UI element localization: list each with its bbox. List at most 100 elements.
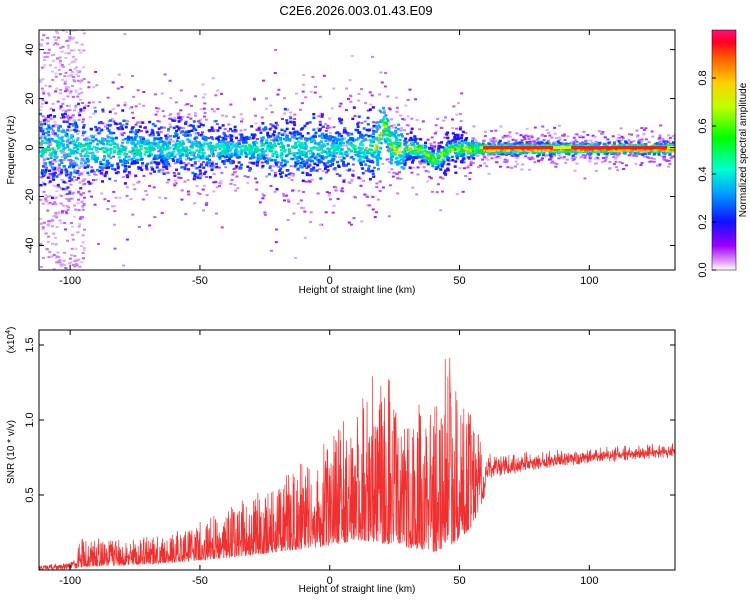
- heatmap-cell: [167, 127, 171, 131]
- heatmap-cell: [308, 180, 312, 183]
- heatmap-cell: [242, 141, 246, 144]
- heatmap-cell: [263, 211, 267, 214]
- heatmap-cell: [57, 211, 61, 214]
- heatmap-cell: [55, 31, 59, 34]
- heatmap-cell: [144, 189, 148, 192]
- heatmap-cell: [351, 138, 355, 142]
- heatmap-cell: [241, 117, 245, 120]
- heatmap-cell: [181, 147, 185, 150]
- heatmap-cell: [200, 131, 204, 134]
- heatmap-cell: [68, 257, 72, 260]
- heatmap-cell: [81, 118, 85, 121]
- heatmap-cell: [392, 151, 396, 155]
- heatmap-cell: [139, 138, 143, 141]
- heatmap-cell: [40, 140, 44, 143]
- heatmap-cell: [614, 160, 618, 163]
- heatmap-cell: [41, 129, 45, 133]
- heatmap-cell: [460, 134, 464, 137]
- heatmap-cell: [275, 151, 279, 154]
- heatmap-cell: [557, 144, 561, 148]
- heatmap-cell: [317, 115, 321, 118]
- heatmap-cell: [65, 211, 69, 214]
- heatmap-cell: [345, 145, 349, 148]
- heatmap-cell: [70, 142, 74, 145]
- heatmap-cell: [215, 212, 219, 215]
- heatmap-cell: [165, 139, 169, 142]
- heatmap-cell: [424, 152, 428, 155]
- heatmap-cell: [72, 149, 76, 153]
- heatmap-cell: [231, 161, 235, 165]
- heatmap-cell: [195, 184, 199, 187]
- heatmap-cell: [165, 167, 169, 170]
- heatmap-cell: [250, 148, 254, 151]
- heatmap-cell: [336, 146, 340, 150]
- heatmap-cell: [151, 167, 155, 171]
- heatmap-cell: [542, 151, 546, 155]
- heatmap-cell: [408, 166, 412, 169]
- heatmap-cell: [157, 170, 161, 173]
- heatmap-cell: [211, 77, 215, 80]
- heatmap-cell: [41, 90, 45, 93]
- heatmap-cell: [332, 204, 336, 207]
- heatmap-cell: [507, 140, 511, 143]
- heatmap-cell: [110, 117, 114, 120]
- heatmap-cell: [67, 206, 71, 209]
- heatmap-cell: [405, 152, 409, 156]
- heatmap-cell: [55, 190, 59, 193]
- heatmap-cell: [59, 222, 63, 225]
- heatmap-cell: [60, 211, 64, 214]
- heatmap-cell: [77, 102, 81, 106]
- heatmap-cell: [71, 55, 75, 58]
- heatmap-cell: [43, 148, 47, 151]
- heatmap-cell: [638, 138, 642, 141]
- heatmap-cell: [553, 126, 557, 129]
- heatmap-cell: [46, 209, 50, 212]
- heatmap-cell: [159, 126, 163, 129]
- heatmap-cell: [192, 151, 196, 155]
- heatmap-cell: [217, 138, 221, 141]
- heatmap-cell: [103, 174, 107, 178]
- heatmap-cell: [201, 161, 205, 164]
- heatmap-cell: [578, 136, 582, 139]
- heatmap-cell: [347, 139, 351, 142]
- heatmap-cell: [222, 162, 226, 166]
- heatmap-cell: [313, 91, 317, 94]
- heatmap-cell: [545, 141, 549, 145]
- heatmap-cell: [628, 143, 632, 146]
- heatmap-cell: [416, 142, 420, 145]
- heatmap-cell: [54, 90, 58, 93]
- heatmap-cell: [203, 111, 207, 114]
- heatmap-cell: [196, 176, 200, 179]
- heatmap-cell: [156, 143, 160, 147]
- heatmap-cell: [279, 154, 283, 158]
- heatmap-cell: [276, 134, 280, 137]
- heatmap-cell: [403, 118, 407, 121]
- heatmap-cell: [369, 103, 373, 106]
- heatmap-cell: [644, 138, 648, 141]
- heatmap-cell: [212, 145, 216, 148]
- heatmap-cell: [53, 132, 57, 135]
- heatmap-cell: [65, 116, 69, 119]
- heatmap-cell: [141, 162, 145, 165]
- heatmap-cell: [47, 120, 51, 123]
- heatmap-cell: [123, 150, 127, 153]
- heatmap-cell: [379, 71, 383, 74]
- heatmap-cell: [181, 142, 185, 145]
- heatmap-cell: [243, 128, 247, 131]
- heatmap-cell: [68, 192, 72, 195]
- heatmap-cell: [149, 146, 153, 150]
- heatmap-cell: [42, 119, 46, 122]
- heatmap-cell: [475, 155, 479, 158]
- heatmap-cell: [398, 142, 402, 145]
- heatmap-cell: [593, 162, 597, 165]
- heatmap-cell: [161, 110, 165, 113]
- heatmap-cell: [326, 124, 330, 127]
- heatmap-cell: [68, 122, 72, 126]
- heatmap-cell: [336, 143, 340, 147]
- heatmap-cell: [208, 141, 212, 145]
- heatmap-cell: [60, 168, 64, 172]
- heatmap-cell: [481, 158, 485, 161]
- heatmap-cell: [76, 137, 80, 140]
- heatmap-cell: [394, 126, 398, 129]
- heatmap-cell: [468, 144, 472, 147]
